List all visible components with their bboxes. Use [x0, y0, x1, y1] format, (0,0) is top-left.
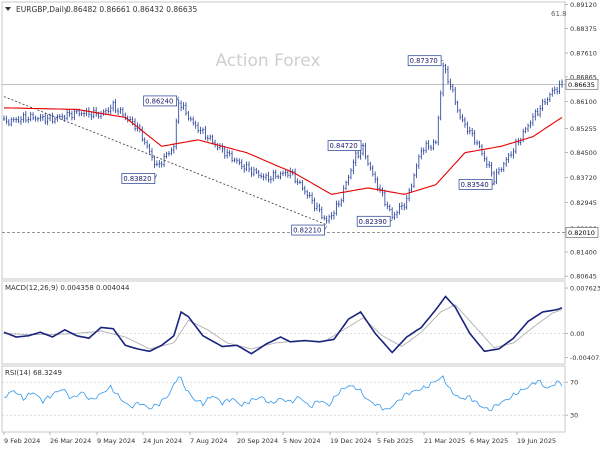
support-level-tag-box [565, 227, 599, 238]
price-y-tick-label: 0.84500 [570, 149, 597, 157]
header-dropdown-icon [5, 7, 11, 11]
price-y-tick-label: 0.83720 [570, 174, 597, 182]
annotation-label: 0.86240 [145, 97, 173, 105]
x-axis-tick-label: 19 Dec 2024 [330, 437, 372, 445]
moving-average-line [3, 107, 563, 195]
x-axis-tick-label: 26 Mar 2024 [50, 437, 91, 445]
macd-y-tick-label: -0.004073 [570, 354, 600, 362]
rsi-y-tick-label: 70 [570, 379, 578, 387]
price-y-tick-label: 0.86865 [570, 73, 597, 81]
macd-line [3, 295, 563, 355]
price-y-tick-label: 0.86100 [570, 98, 597, 106]
rsi-y-tick-label: 30 [570, 412, 578, 420]
annotation-leader [154, 174, 158, 179]
x-axis-tick-label: 24 Jun 2024 [143, 437, 182, 445]
header-symbol: EURGBP,Daily [16, 5, 69, 14]
support-level-tag: 0.82010 [568, 229, 595, 237]
macd-y-tick-label: 0.007623 [570, 285, 600, 293]
fib-label: 61.8 [551, 10, 567, 18]
price-y-tick-label: 0.87610 [570, 50, 597, 58]
macd-label: MACD(12,26,9) 0.004358 0.004044 [5, 284, 130, 292]
annotation-label: 0.83540 [461, 181, 489, 189]
annotation-label: 0.87370 [410, 57, 438, 65]
x-axis-tick-label: 9 May 2024 [97, 437, 135, 445]
price-y-tick-label: 0.88375 [570, 25, 597, 33]
price-y-tick-label: 0.82945 [570, 199, 597, 207]
annotation-leader [390, 220, 393, 222]
macd-panel-frame [1, 280, 566, 365]
x-axis-tick-label: 7 Aug 2024 [190, 437, 228, 445]
annotation-leader [324, 225, 327, 231]
price-y-tick-label: 0.81400 [570, 249, 597, 257]
annotation-label: 0.83820 [123, 175, 151, 183]
rsi-label: RSI(14) 68.3249 [5, 369, 62, 377]
rsi-line [3, 375, 563, 412]
annotation-leader [176, 96, 179, 102]
x-axis-tick-label: 6 May 2025 [470, 437, 508, 445]
price-panel-frame [1, 1, 566, 280]
x-axis-tick-label: 21 Mar 2025 [424, 437, 465, 445]
current-price-tag-box [565, 78, 599, 90]
price-y-tick-label: 0.89120 [570, 1, 597, 9]
trendline [3, 96, 327, 226]
macd-y-tick-label: 0.00 [570, 330, 584, 338]
current-price-tag: 0.86635 [568, 81, 595, 89]
watermark: Action Forex [215, 51, 320, 71]
annotation-label: 0.84720 [330, 142, 358, 150]
x-axis-tick-label: 9 Feb 2024 [4, 437, 40, 445]
x-axis-tick-label: 19 Jun 2025 [517, 437, 556, 445]
annotation-leader [491, 183, 495, 185]
annotation-label: 0.82390 [359, 218, 387, 226]
annotation-label: 0.82210 [293, 227, 321, 235]
rsi-panel-frame [1, 365, 566, 433]
x-axis-tick-label: 20 Sep 2024 [237, 437, 278, 445]
header-quote: 0.86482 0.86661 0.86432 0.86635 [66, 5, 197, 14]
price-y-tick-label: 0.85255 [570, 125, 597, 133]
x-axis-tick-label: 5 Nov 2024 [283, 437, 321, 445]
x-axis-tick-label: 5 Feb 2025 [377, 437, 413, 445]
chart-marks: 0.89120 0.88375 0.87610 0.86865 0.86100 0.852… [2, 1, 600, 445]
price-y-tick-label: 0.80645 [570, 273, 597, 281]
